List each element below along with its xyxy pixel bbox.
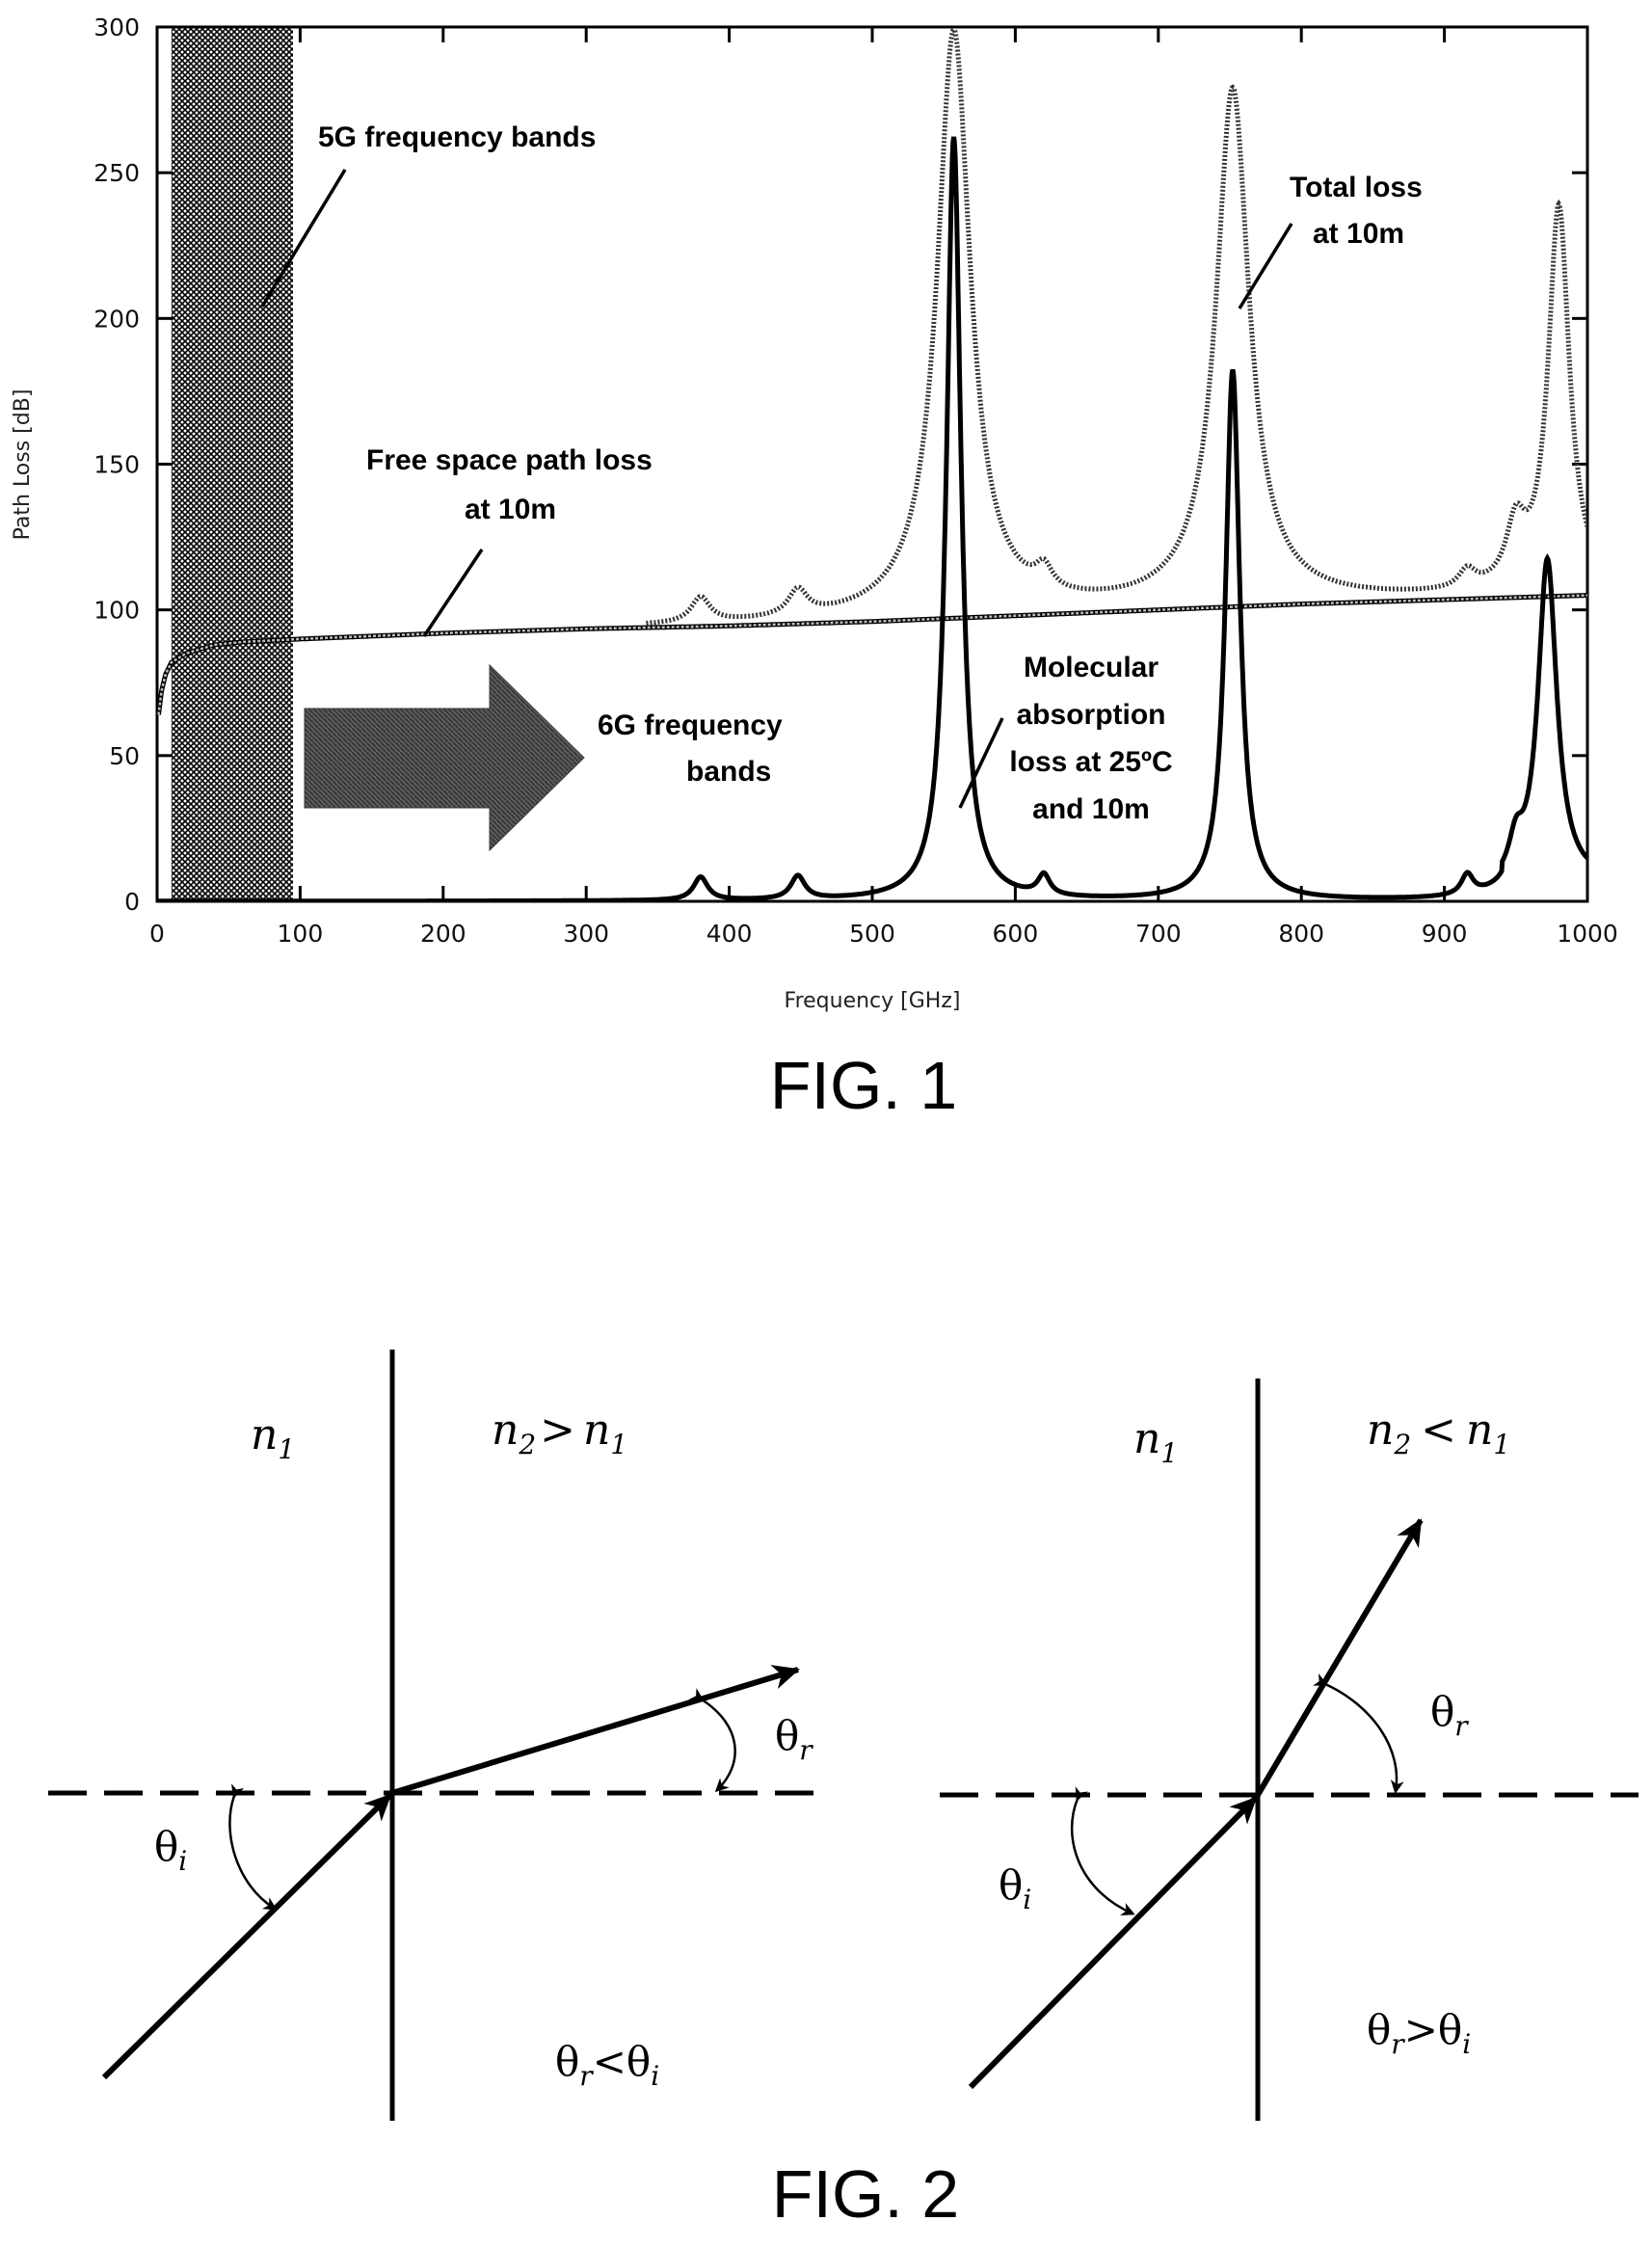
annotation-fspl-line2: at 10m: [465, 494, 556, 525]
annotation-mol-line1: Molecular: [1024, 652, 1159, 683]
y-tick-label: 50: [109, 742, 140, 770]
theta-i-label-left: θi: [154, 1823, 187, 1877]
fig1-chart: 0 100 200 300 400 500 600 700 800 900 10…: [11, 13, 1618, 1123]
theta-r-label-left: θr: [775, 1712, 813, 1766]
x-tick-label: 100: [278, 920, 324, 948]
x-tick-label: 900: [1422, 920, 1468, 948]
medium2-label-left: n2> n1: [492, 1405, 627, 1460]
5g-band-region: [171, 27, 293, 901]
incident-ray-left: [101, 1792, 393, 2080]
axis-ticks: [155, 25, 1589, 903]
annotation-leader-5g: [260, 169, 347, 308]
y-tick-labels: 0 50 100 150 200 250 300: [93, 13, 140, 916]
annotation-leader-fspl: [422, 549, 484, 637]
refraction-diagram-left: n1 n2> n1 θi θr θr<θi: [48, 1350, 829, 2121]
y-tick-label: 300: [93, 13, 140, 41]
x-tick-label: 700: [1135, 920, 1182, 948]
medium2-label-right: n2 < n1: [1367, 1405, 1510, 1460]
incident-ray-right: [968, 1795, 1259, 2090]
x-tick-label: 0: [149, 920, 165, 948]
y-tick-label: 250: [93, 159, 140, 187]
annotation-6g-bands-line2: bands: [686, 756, 771, 788]
series-free-space-path-loss-outline: [157, 593, 1587, 715]
annotation-fspl-line1: Free space path loss: [366, 444, 653, 476]
x-tick-label: 200: [420, 920, 466, 948]
medium1-label-right: n1: [1133, 1414, 1178, 1469]
series-free-space-path-loss: [157, 594, 1587, 715]
annotation-mol-line3: loss at 25ºC: [1009, 746, 1172, 778]
annotation-leader-total: [1238, 223, 1293, 309]
theta-r-label-right: θr: [1430, 1688, 1469, 1742]
annotation-mol-line4: and 10m: [1032, 793, 1150, 825]
annotation-total-line2: at 10m: [1313, 218, 1404, 250]
angle-arc-incident-left: [228, 1783, 278, 1911]
annotation-mol-line2: absorption: [1017, 699, 1166, 731]
x-tick-label: 500: [849, 920, 895, 948]
x-tick-label: 600: [993, 920, 1039, 948]
x-tick-label: 1000: [1557, 920, 1618, 948]
angle-arc-refracted-right: [1313, 1673, 1404, 1794]
refracted-ray-left: [391, 1665, 800, 1796]
annotation-6g-bands-line1: 6G frequency: [598, 709, 783, 741]
y-axis-label: Path Loss [dB]: [11, 389, 35, 541]
x-tick-labels: 0 100 200 300 400 500 600 700 800 900 10…: [149, 920, 1618, 948]
angle-arc-refracted-left: [688, 1688, 736, 1793]
theta-i-label-right: θi: [999, 1861, 1031, 1915]
x-tick-label: 300: [563, 920, 609, 948]
6g-band-arrow: [304, 663, 585, 852]
fig2-caption: FIG. 2: [772, 2156, 959, 2232]
x-tick-label: 800: [1278, 920, 1324, 948]
y-tick-label: 150: [93, 451, 140, 479]
relation-label-right: θr>θi: [1367, 2006, 1471, 2060]
y-tick-label: 100: [93, 597, 140, 625]
medium1-label-left: n1: [251, 1410, 295, 1465]
x-axis-label: Frequency [GHz]: [785, 989, 961, 1013]
annotation-leader-molecular: [958, 717, 1004, 809]
refraction-diagram-right: n1 n2 < n1 θi θr θr>θi: [940, 1378, 1639, 2121]
relation-label-left: θr<θi: [555, 2038, 659, 2092]
series-molecular-absorption-loss: [157, 136, 1587, 901]
annotation-total-line1: Total loss: [1290, 172, 1423, 203]
fig1-caption: FIG. 1: [770, 1048, 957, 1123]
annotation-5g-bands: 5G frequency bands: [318, 121, 596, 153]
angle-arc-incident-right: [1070, 1786, 1135, 1915]
x-tick-label: 400: [706, 920, 753, 948]
y-tick-label: 0: [124, 888, 140, 916]
refracted-ray-right: [1255, 1518, 1424, 1797]
y-tick-label: 200: [93, 305, 140, 333]
series-total-loss: [646, 27, 1587, 626]
